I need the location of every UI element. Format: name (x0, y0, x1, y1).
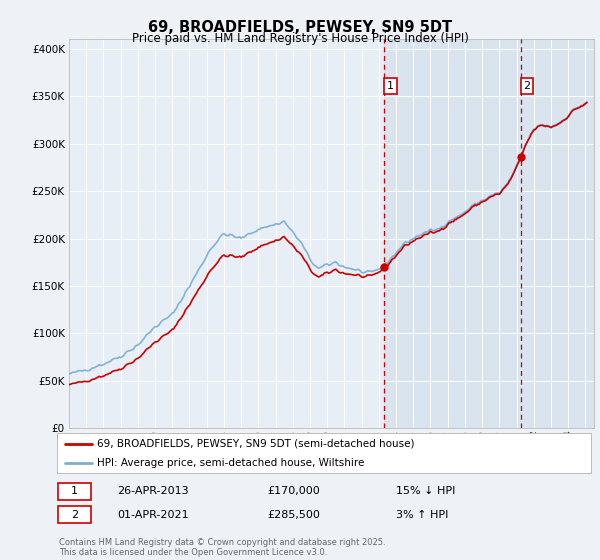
Text: 15% ↓ HPI: 15% ↓ HPI (396, 486, 455, 496)
Text: £285,500: £285,500 (267, 510, 320, 520)
Text: 26-APR-2013: 26-APR-2013 (117, 486, 188, 496)
Text: 1: 1 (71, 486, 78, 496)
Text: 69, BROADFIELDS, PEWSEY, SN9 5DT: 69, BROADFIELDS, PEWSEY, SN9 5DT (148, 20, 452, 35)
Text: 1: 1 (387, 81, 394, 91)
Text: 3% ↑ HPI: 3% ↑ HPI (396, 510, 448, 520)
Text: 01-APR-2021: 01-APR-2021 (117, 510, 188, 520)
Text: 2: 2 (523, 81, 530, 91)
Bar (385, 39, 594, 428)
Text: £170,000: £170,000 (267, 486, 320, 496)
Text: 69, BROADFIELDS, PEWSEY, SN9 5DT (semi-detached house): 69, BROADFIELDS, PEWSEY, SN9 5DT (semi-d… (97, 439, 415, 449)
Text: Price paid vs. HM Land Registry's House Price Index (HPI): Price paid vs. HM Land Registry's House … (131, 32, 469, 45)
Text: HPI: Average price, semi-detached house, Wiltshire: HPI: Average price, semi-detached house,… (97, 458, 364, 468)
Text: 2: 2 (71, 510, 78, 520)
Text: Contains HM Land Registry data © Crown copyright and database right 2025.
This d: Contains HM Land Registry data © Crown c… (59, 538, 385, 557)
